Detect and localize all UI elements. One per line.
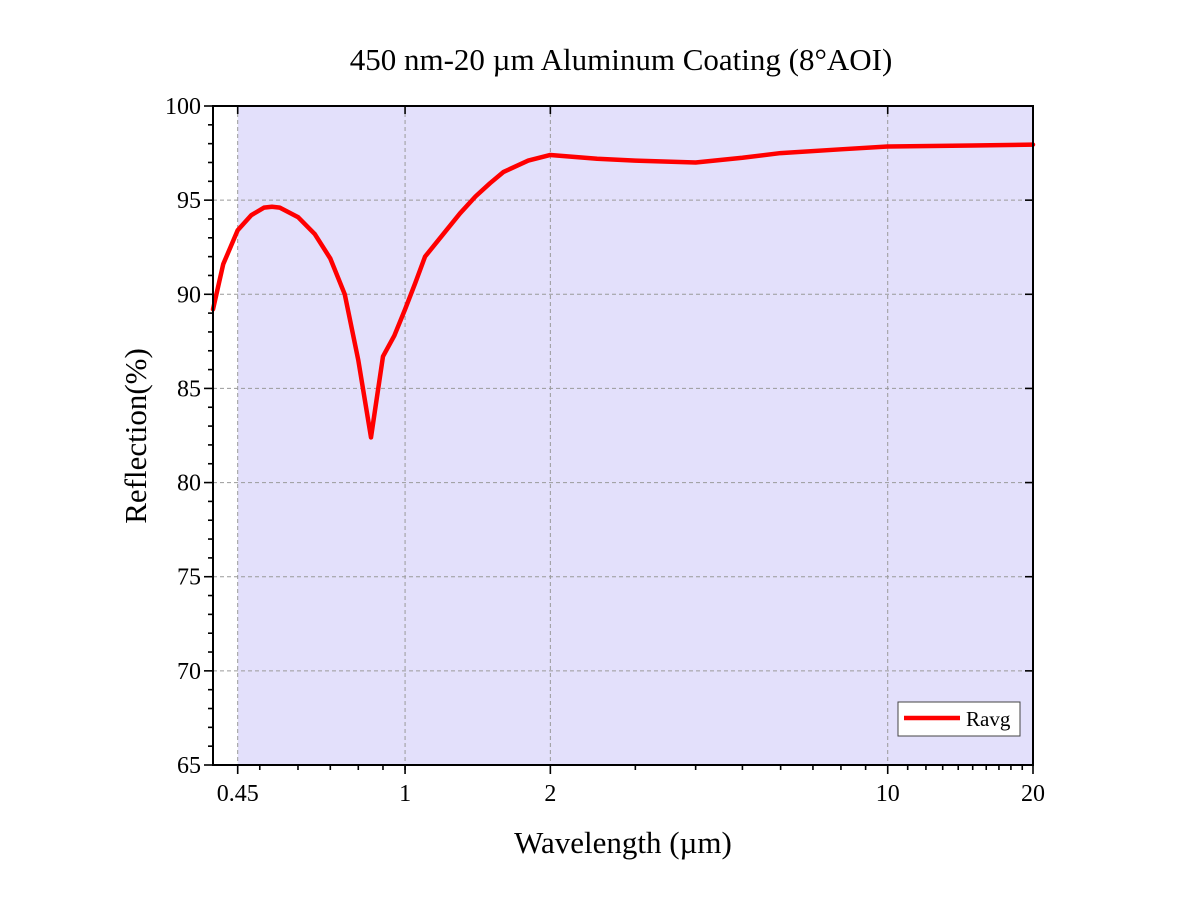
- tick-labels-layer: 65 70 75 80 85 90 95 100 0.45 1 2 10 20: [165, 94, 1045, 807]
- x-tick-label: 20: [1021, 781, 1045, 807]
- y-axis-label: Reflection(%): [118, 348, 153, 524]
- x-axis-label: Wavelength (µm): [514, 825, 732, 860]
- grid-layer: [213, 106, 1033, 765]
- x-tick-label: 2: [544, 781, 556, 807]
- legend-label-ravg: Ravg: [966, 707, 1011, 731]
- x-tick-label: 1: [399, 781, 411, 807]
- chart-title: 450 nm-20 µm Aluminum Coating (8°AOI): [350, 42, 893, 77]
- y-tick-label: 75: [177, 565, 201, 591]
- legend: Ravg: [897, 701, 1021, 737]
- plot-frame: [212, 105, 1034, 766]
- y-tick-label: 85: [177, 376, 201, 402]
- y-tick-label: 95: [177, 188, 201, 214]
- x-tick-label: 0.45: [217, 781, 259, 807]
- shaded-band: [237, 106, 1033, 765]
- y-tick-label: 100: [165, 94, 201, 120]
- y-tick-label: 70: [177, 659, 201, 685]
- y-tick-label: 80: [177, 471, 201, 497]
- x-tick-label: 10: [876, 781, 900, 807]
- y-tick-label: 65: [177, 753, 201, 779]
- y-tick-label: 90: [177, 282, 201, 308]
- series-line-ravg: [210, 142, 1036, 440]
